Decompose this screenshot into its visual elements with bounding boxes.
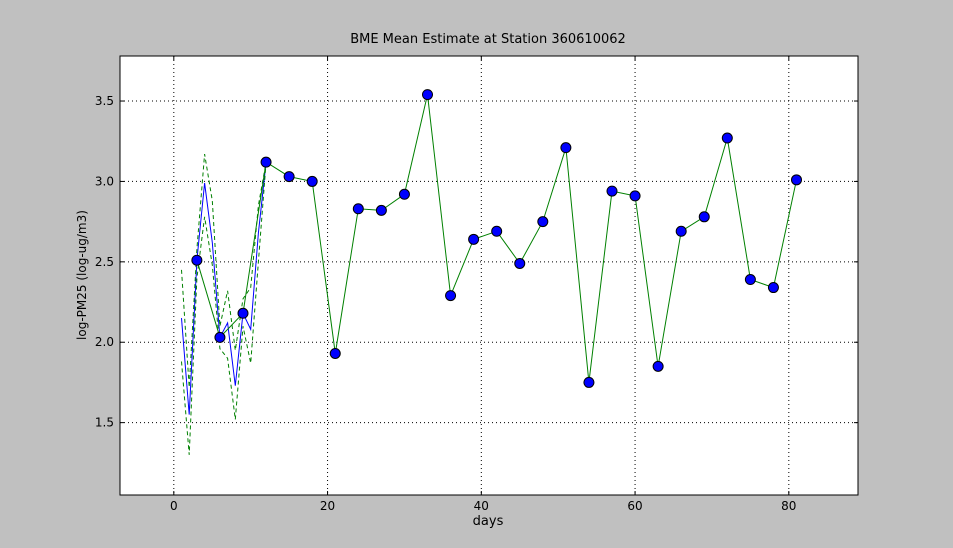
x-axis-label: days: [473, 514, 504, 529]
data-point-marker: [329, 347, 341, 359]
y-axis-label: log-PM25 (log-ug/m3): [75, 210, 89, 340]
data-point-marker: [721, 132, 733, 144]
data-point-marker: [767, 282, 779, 294]
data-point-marker: [744, 274, 756, 286]
data-point-marker: [214, 331, 226, 343]
data-point-marker: [398, 188, 410, 200]
x-tick-label: 80: [781, 499, 796, 513]
data-point-marker: [675, 225, 687, 237]
data-series: [181, 89, 802, 455]
chart-title: BME Mean Estimate at Station 360610062: [350, 32, 626, 47]
data-point-marker: [491, 225, 503, 237]
x-tick-label: 60: [627, 499, 642, 513]
data-point-marker: [191, 254, 203, 266]
data-point-marker: [583, 376, 595, 388]
plot-area: [120, 56, 858, 495]
grid-lines: [120, 56, 858, 495]
upper-bound-line: [181, 154, 267, 388]
y-tick-label: 2.5: [95, 255, 114, 269]
data-point-marker: [514, 257, 526, 269]
data-point-marker: [260, 156, 272, 168]
mean-estimate-line: [181, 162, 267, 415]
lower-bound-line: [181, 162, 267, 455]
data-point-marker: [306, 175, 318, 187]
data-point-marker: [445, 290, 457, 302]
plot-border: [119, 55, 859, 496]
data-point-marker: [283, 171, 295, 183]
data-point-marker: [537, 216, 549, 228]
data-point-marker: [606, 185, 618, 197]
data-point-marker: [352, 203, 364, 215]
y-tick-label: 1.5: [95, 416, 114, 430]
x-tick-label: 40: [474, 499, 489, 513]
x-tick-label: 0: [170, 499, 178, 513]
data-point-marker: [652, 360, 664, 372]
x-tick-label: 20: [320, 499, 335, 513]
y-tick-label: 3.5: [95, 94, 114, 108]
y-tick-label: 2.0: [95, 335, 114, 349]
y-tick-label: 3.0: [95, 174, 114, 188]
data-point-marker: [560, 142, 572, 154]
axis-ticks: 0 20 40 60 80 1.5 2.0 2.5 3.0 3.5: [95, 56, 858, 513]
data-point-marker: [791, 174, 802, 186]
data-point-marker: [422, 89, 433, 101]
data-point-marker: [629, 190, 641, 202]
data-point-marker: [375, 204, 387, 216]
data-point-marker: [468, 233, 480, 245]
data-point-marker: [698, 211, 710, 223]
data-point-marker: [237, 307, 249, 319]
